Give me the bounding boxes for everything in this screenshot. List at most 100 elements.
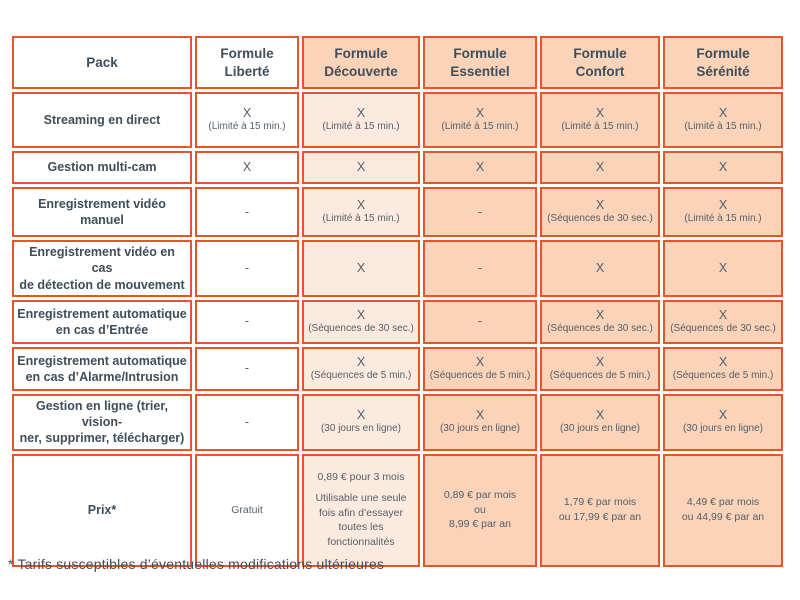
availability-note: (Limité à 15 min.) [684, 121, 762, 133]
availability-note: (Limité à 15 min.) [684, 213, 762, 225]
availability-mark: - [244, 361, 250, 376]
column-header-formule-serenite: Formule Sérénité [663, 36, 783, 89]
availability-mark: X [718, 160, 728, 174]
availability-note: (Séquences de 30 sec.) [547, 323, 653, 334]
availability-note: (Séquences de 5 min.) [310, 370, 412, 381]
plan-cell: X (Limité à 15 min.) [302, 92, 420, 148]
plan-cell: X (Limité à 15 min.) [195, 92, 299, 148]
availability-mark: X [475, 408, 485, 423]
table-row: Streaming en direct X (Limité à 15 min.) X(… [12, 92, 783, 148]
footnote: * Tarifs susceptibles d’éventuelles modi… [8, 556, 385, 572]
plan-cell: X (Limité à 15 min.) [663, 187, 783, 237]
availability-mark: X [242, 160, 252, 174]
availability-note: (Limité à 15 min.) [208, 121, 286, 133]
plan-cell: X (Limité à 15 min.) [540, 92, 660, 148]
availability-mark: X [595, 160, 605, 174]
plan-cell: X (Séquences de 30 sec.) [302, 299, 420, 344]
plan-cell: - [195, 393, 299, 451]
column-header-pack: Pack [12, 36, 192, 89]
table-row: Enregistrement vidéo manuel - X (Limité à 1… [12, 187, 783, 237]
plan-cell: - [423, 187, 537, 237]
plan-cell: X [195, 151, 299, 184]
availability-mark: X [475, 355, 485, 369]
availability-mark: X [718, 198, 728, 213]
availability-mark: X [595, 355, 605, 369]
availability-note: (30 jours en ligne) [320, 423, 402, 435]
feature-cell: Gestion multi-cam [12, 151, 192, 184]
feature-cell: Prix* [12, 453, 192, 567]
plan-cell: X [540, 151, 660, 184]
table-row: Prix* Gratuit 0,89 € pour 3 mois Utilisable… [12, 453, 783, 567]
column-header-formule-confort: Formule Confort [540, 36, 660, 89]
availability-note: (Limité à 15 min.) [561, 121, 639, 133]
plan-cell: X (Limité à 15 min.) [663, 92, 783, 148]
plan-cell: X (Séquences de 5 min.) [540, 346, 660, 391]
plan-cell: 1,79 € par mois ou 17,99 € par an [540, 453, 660, 567]
plan-cell: X [540, 240, 660, 297]
plan-cell: X (Séquences de 5 min.) [302, 346, 420, 391]
feature-cell: Enregistrement vidéo en cas de détection … [12, 240, 192, 297]
plan-cell: X (Séquences de 5 min.) [663, 346, 783, 391]
plan-cell: X (30 jours en ligne) [540, 393, 660, 451]
availability-mark: X [356, 160, 366, 174]
plan-cell: - [423, 240, 537, 297]
plan-cell: X [302, 151, 420, 184]
table-row: Enregistrement automatique en cas d’Entré… [12, 299, 783, 344]
availability-mark: X [595, 408, 605, 423]
plan-cell: X (30 jours en ligne) [302, 393, 420, 451]
table-row: Enregistrement vidéo en cas de détection … [12, 240, 783, 297]
feature-cell: Enregistrement automatique en cas d’Entré… [12, 299, 192, 344]
availability-note: (Limité à 15 min.) [322, 121, 400, 133]
plan-cell: X (30 jours en ligne) [663, 393, 783, 451]
header-row: Pack Formule Liberté Formule Découverte Formu… [12, 36, 783, 89]
availability-mark: X [475, 160, 485, 174]
availability-mark: X [718, 260, 728, 275]
price-description: Utilisable une seule fois afin d’essayer t… [315, 491, 407, 549]
availability-note: (Séquences de 5 min.) [549, 370, 651, 381]
plan-cell: - [195, 346, 299, 391]
availability-note: (Limité à 15 min.) [322, 213, 400, 225]
availability-mark: X [242, 106, 252, 121]
feature-cell: Gestion en ligne (trier, vision-ner, sup… [12, 393, 192, 451]
availability-mark: X [595, 198, 605, 213]
plan-cell: X [302, 240, 420, 297]
availability-note: (30 jours en ligne) [439, 423, 521, 435]
column-header-formule-essentiel: Formule Essentiel [423, 36, 537, 89]
plan-cell: X (30 jours en ligne) [423, 393, 537, 451]
availability-mark: X [356, 355, 366, 369]
availability-mark: - [244, 204, 250, 219]
plan-cell: X [423, 151, 537, 184]
column-header-formule-decouverte: Formule Découverte [302, 36, 420, 89]
availability-mark: - [477, 204, 483, 219]
availability-mark: - [244, 314, 250, 329]
availability-note: (Limité à 15 min.) [441, 121, 519, 133]
availability-note: (Séquences de 5 min.) [672, 370, 774, 381]
table-row: Enregistrement automatique en cas d’Alarm… [12, 346, 783, 391]
plan-cell: 4,49 € par mois ou 44,99 € par an [663, 453, 783, 567]
plan-cell: - [195, 187, 299, 237]
availability-mark: X [595, 106, 605, 121]
plan-cell: X [663, 151, 783, 184]
availability-mark: X [356, 308, 366, 322]
availability-note: (Séquences de 30 sec.) [308, 323, 414, 334]
availability-mark: X [356, 198, 366, 213]
feature-cell: Enregistrement vidéo manuel [12, 187, 192, 237]
table-row: Gestion multi-cam X X X X X [12, 151, 783, 184]
availability-mark: X [356, 408, 366, 423]
availability-mark: X [718, 308, 728, 322]
availability-mark: X [718, 355, 728, 369]
availability-note: (30 jours en ligne) [682, 423, 764, 435]
plan-cell: X (Limité à 15 min.) [423, 92, 537, 148]
plan-cell: Gratuit [195, 453, 299, 567]
plan-cell: X (Séquences de 30 sec.) [540, 187, 660, 237]
plan-cell: 0,89 € pour 3 mois Utilisable une seule fo… [302, 453, 420, 567]
availability-note: (30 jours en ligne) [559, 423, 641, 435]
plan-cell: X [663, 240, 783, 297]
availability-mark: - [477, 260, 483, 275]
availability-mark: - [477, 314, 483, 329]
availability-mark: X [595, 308, 605, 322]
feature-cell: Enregistrement automatique en cas d’Alarm… [12, 346, 192, 391]
availability-mark: - [244, 260, 250, 275]
availability-mark: X [595, 260, 605, 275]
